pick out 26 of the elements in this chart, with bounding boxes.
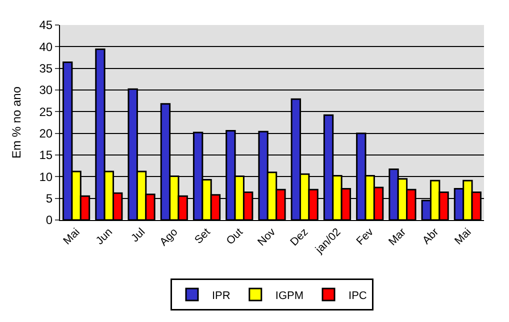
legend-label: IPR: [212, 290, 230, 302]
legend-label: IGPM: [275, 290, 304, 302]
y-tick-label: 10: [39, 170, 53, 184]
y-tick-label: 25: [39, 104, 53, 119]
y-tick-label: 30: [39, 83, 53, 98]
y-tick-label: 0: [46, 213, 53, 228]
y-tick-label: 40: [39, 40, 53, 54]
y-tick-label: 35: [39, 62, 53, 76]
legend-label: IPC: [348, 290, 367, 302]
x-tick-label: Jun: [94, 226, 115, 248]
y-tick-label: 5: [46, 192, 53, 206]
x-tick-label: Mai: [61, 226, 82, 248]
y-tick-label: 20: [39, 126, 53, 141]
y-axis-title: Em % no ano: [10, 86, 24, 159]
x-tick-label: Abr: [420, 226, 442, 247]
x-tick-label: Mai: [452, 226, 474, 248]
x-tick-label: Ago: [158, 226, 180, 249]
y-tick-label: 15: [39, 148, 53, 162]
y-tick-label: 45: [39, 18, 53, 32]
x-tick-label: Jul: [129, 226, 148, 245]
x-tick-label: Out: [224, 226, 246, 248]
x-tick-label: Set: [192, 226, 213, 246]
x-tick-label: Dez: [288, 226, 311, 249]
x-tick-label: Nov: [256, 226, 278, 249]
x-tick-label: Fev: [354, 226, 376, 248]
x-tick-label: Mar: [386, 226, 409, 248]
